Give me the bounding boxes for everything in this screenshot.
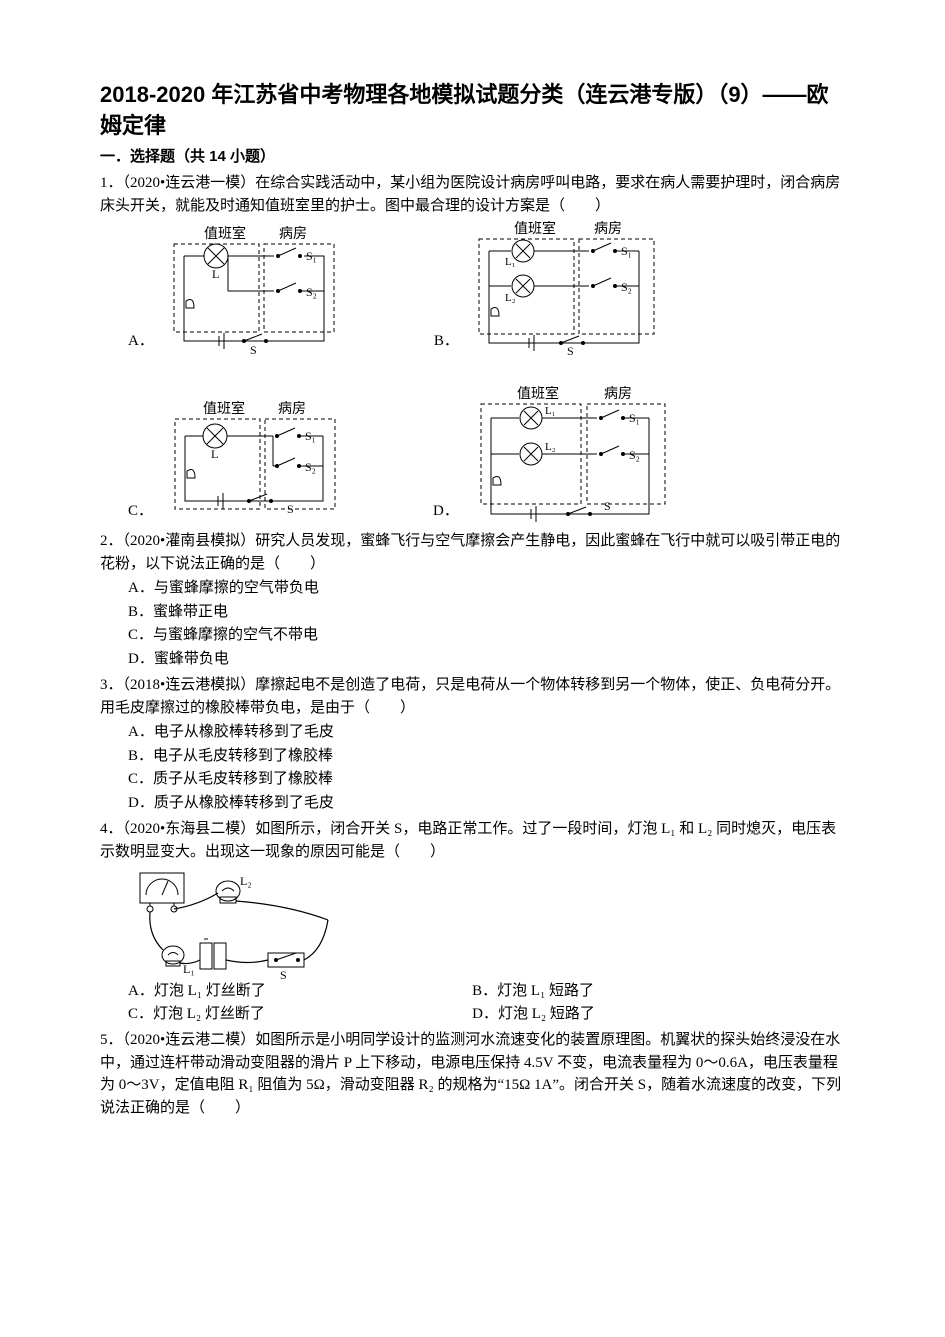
q2-stem: 2．（2020•灌南县模拟）研究人员发现，蜜蜂飞行与空气摩擦会产生静电，因此蜜蜂… [100, 530, 845, 575]
svg-text:S₂: S₂ [305, 460, 316, 474]
q4-opt-d: D．灯泡 L₂ 短路了 [472, 1003, 816, 1026]
circuit-b-icon: 值班室 病房 L₁ S₁ [469, 221, 669, 356]
section-heading: 一．选择题（共 14 小题） [100, 146, 845, 169]
q4-figure: L₂ L₁ S [100, 865, 845, 980]
q2-source: （2020•灌南县模拟） [123, 533, 256, 549]
svg-text:S₂: S₂ [621, 280, 632, 294]
question-4: 4．（2020•东海县二模）如图所示，闭合开关 S，电路正常工作。过了一段时间，… [100, 818, 845, 1025]
question-5: 5．（2020•连云港二模）如图所示是小明同学设计的监测河水流速变化的装置原理图… [100, 1029, 845, 1119]
q4-source: （2020•东海县二模） [123, 821, 256, 837]
q1-diagram-a: A． 值班室 病房 L [128, 221, 354, 356]
svg-text:病房: 病房 [604, 386, 632, 402]
svg-text:L: L [212, 267, 219, 281]
q3-opt-d: D．质子从橡胶棒转移到了毛皮 [100, 792, 845, 815]
q5-number: 5． [100, 1032, 123, 1048]
circuit-d-icon: 值班室 病房 L₁ S₁ [469, 386, 679, 526]
svg-text:S: S [280, 968, 287, 980]
svg-text:病房: 病房 [278, 401, 306, 417]
q3-opt-a: A．电子从橡胶棒转移到了毛皮 [100, 721, 845, 744]
q5-stem: 5．（2020•连云港二模）如图所示是小明同学设计的监测河水流速变化的装置原理图… [100, 1029, 845, 1119]
q1-diagram-c: C． 值班室 病房 L [128, 386, 353, 526]
svg-text:值班室: 值班室 [203, 401, 245, 417]
q1-source: （2020•连云港一模） [123, 175, 256, 191]
q4-stem: 4．（2020•东海县二模）如图所示，闭合开关 S，电路正常工作。过了一段时间，… [100, 818, 845, 863]
q1-label-d: D． [433, 500, 459, 523]
svg-text:S₂: S₂ [306, 285, 317, 299]
svg-text:S₁: S₁ [306, 249, 317, 263]
svg-text:L₂: L₂ [505, 292, 516, 304]
svg-text:值班室: 值班室 [204, 226, 246, 242]
svg-text:L₂: L₂ [240, 874, 252, 888]
svg-text:S₁: S₁ [621, 244, 632, 258]
svg-text:L₁: L₁ [505, 256, 516, 268]
svg-text:病房: 病房 [279, 226, 307, 242]
q1-diagrams: A． 值班室 病房 L [100, 221, 845, 526]
svg-text:S: S [250, 343, 257, 356]
q4-circuit-icon: L₂ L₁ S [128, 865, 358, 980]
q1-diagram-b: B． 值班室 病房 L₁ [434, 221, 669, 356]
svg-text:S₁: S₁ [305, 429, 316, 443]
q2-number: 2． [100, 533, 123, 549]
q3-stem: 3．（2018•连云港模拟）摩擦起电不是创造了电荷，只是电荷从一个物体转移到另一… [100, 674, 845, 719]
question-3: 3．（2018•连云港模拟）摩擦起电不是创造了电荷，只是电荷从一个物体转移到另一… [100, 674, 845, 814]
question-1: 1．（2020•连云港一模）在综合实践活动中，某小组为医院设计病房呼叫电路，要求… [100, 172, 845, 526]
q3-opt-b: B．电子从毛皮转移到了橡胶棒 [100, 745, 845, 768]
q3-opt-c: C．质子从毛皮转移到了橡胶棒 [100, 768, 845, 791]
page: 2018-2020 年江苏省中考物理各地模拟试题分类（连云港专版）（9）——欧姆… [0, 0, 945, 1337]
q4-opt-a: A．灯泡 L₁ 灯丝断了 [128, 980, 472, 1003]
q1-label-a: A． [128, 330, 154, 353]
svg-text:L: L [211, 447, 218, 461]
q4-options: A．灯泡 L₁ 灯丝断了 B．灯泡 L₁ 短路了 C．灯泡 L₂ 灯丝断了 D．… [100, 980, 845, 1025]
q3-number: 3． [100, 677, 123, 693]
q1-label-b: B． [434, 330, 459, 353]
svg-text:S: S [604, 499, 611, 513]
svg-text:L₂: L₂ [545, 441, 556, 453]
q2-opt-d: D．蜜蜂带负电 [100, 648, 845, 671]
svg-text:S: S [287, 502, 294, 516]
q1-diagram-d: D． 值班室 病房 L₁ [433, 386, 679, 526]
circuit-c-icon: 值班室 病房 L [163, 401, 353, 526]
svg-text:值班室: 值班室 [517, 386, 559, 402]
q2-opt-b: B．蜜蜂带正电 [100, 601, 845, 624]
question-2: 2．（2020•灌南县模拟）研究人员发现，蜜蜂飞行与空气摩擦会产生静电，因此蜜蜂… [100, 530, 845, 670]
svg-text:S: S [567, 344, 574, 356]
doc-title: 2018-2020 年江苏省中考物理各地模拟试题分类（连云港专版）（9）——欧姆… [100, 80, 845, 142]
svg-text:L₁: L₁ [545, 405, 556, 417]
q1-number: 1． [100, 175, 123, 191]
q4-number: 4． [100, 821, 123, 837]
q5-source: （2020•连云港二模） [123, 1032, 256, 1048]
svg-text:值班室: 值班室 [514, 221, 556, 237]
circuit-a-icon: 值班室 病房 L S₁ [164, 226, 354, 356]
q4-opt-b: B．灯泡 L₁ 短路了 [472, 980, 816, 1003]
svg-text:病房: 病房 [594, 221, 622, 237]
q3-source: （2018•连云港模拟） [123, 677, 256, 693]
svg-text:S₂: S₂ [629, 448, 640, 462]
q2-opt-c: C．与蜜蜂摩擦的空气不带电 [100, 624, 845, 647]
q4-opt-c: C．灯泡 L₂ 灯丝断了 [128, 1003, 472, 1026]
q1-label-c: C． [128, 500, 153, 523]
svg-text:S₁: S₁ [629, 411, 640, 425]
q2-opt-a: A．与蜜蜂摩擦的空气带负电 [100, 577, 845, 600]
q1-stem: 1．（2020•连云港一模）在综合实践活动中，某小组为医院设计病房呼叫电路，要求… [100, 172, 845, 217]
